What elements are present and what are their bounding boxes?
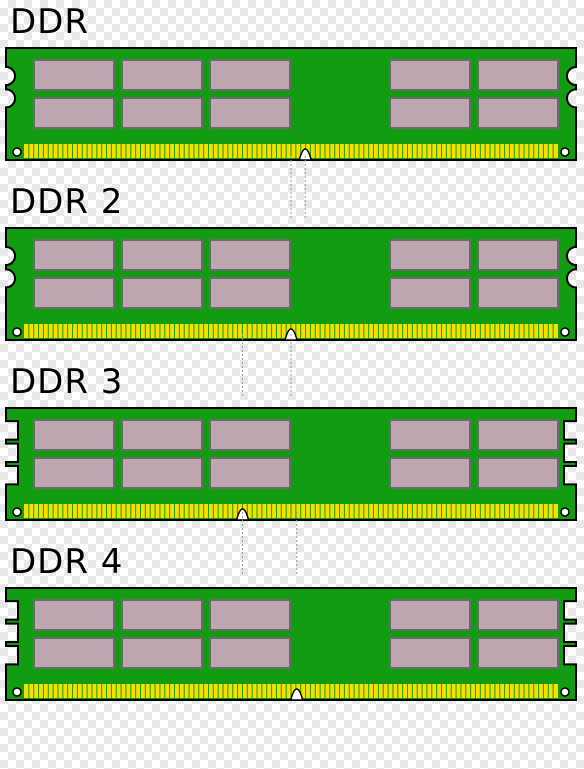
memory-chip xyxy=(34,638,114,668)
memory-chip xyxy=(390,420,470,450)
memory-chip xyxy=(478,98,558,128)
mounting-hole xyxy=(13,328,21,336)
memory-chip xyxy=(122,600,202,630)
ram-module-ddr: DDR xyxy=(4,2,580,162)
mounting-hole xyxy=(13,688,21,696)
memory-chip xyxy=(478,60,558,90)
mounting-hole xyxy=(561,688,569,696)
memory-chip xyxy=(34,600,114,630)
memory-chip xyxy=(390,638,470,668)
memory-chip xyxy=(210,278,290,308)
memory-chip xyxy=(390,240,470,270)
memory-chip xyxy=(210,420,290,450)
memory-chip xyxy=(210,458,290,488)
memory-chip xyxy=(390,600,470,630)
diagram-container: DDR DDR 2 DDR 3 DDR 4 xyxy=(0,0,584,702)
memory-chip xyxy=(390,98,470,128)
module-label: DDR xyxy=(10,2,580,42)
memory-chip xyxy=(210,638,290,668)
memory-chip xyxy=(122,278,202,308)
mounting-hole xyxy=(13,508,21,516)
mounting-hole xyxy=(561,508,569,516)
memory-chip xyxy=(122,60,202,90)
memory-chip xyxy=(34,60,114,90)
memory-chip xyxy=(478,458,558,488)
memory-chip xyxy=(478,278,558,308)
ram-module-ddr3: DDR 3 xyxy=(4,362,580,522)
ram-svg xyxy=(4,46,578,162)
memory-chip xyxy=(34,458,114,488)
memory-chip xyxy=(122,638,202,668)
ram-svg xyxy=(4,226,578,342)
memory-chip xyxy=(34,278,114,308)
memory-chip xyxy=(122,458,202,488)
ram-module-ddr2: DDR 2 xyxy=(4,182,580,342)
mounting-hole xyxy=(13,148,21,156)
mounting-hole xyxy=(561,328,569,336)
memory-chip xyxy=(390,60,470,90)
mounting-hole xyxy=(561,148,569,156)
module-label: DDR 2 xyxy=(10,182,580,222)
module-label: DDR 4 xyxy=(10,542,580,582)
memory-chip xyxy=(122,420,202,450)
ram-svg xyxy=(4,586,578,702)
module-label: DDR 3 xyxy=(10,362,580,402)
memory-chip xyxy=(122,98,202,128)
ram-module-ddr4: DDR 4 xyxy=(4,542,580,702)
ram-svg xyxy=(4,406,578,522)
memory-chip xyxy=(34,420,114,450)
memory-chip xyxy=(34,98,114,128)
memory-chip xyxy=(478,240,558,270)
memory-chip xyxy=(478,420,558,450)
memory-chip xyxy=(122,240,202,270)
memory-chip xyxy=(390,458,470,488)
memory-chip xyxy=(210,600,290,630)
memory-chip xyxy=(210,240,290,270)
memory-chip xyxy=(390,278,470,308)
memory-chip xyxy=(210,60,290,90)
memory-chip xyxy=(478,600,558,630)
memory-chip xyxy=(34,240,114,270)
memory-chip xyxy=(478,638,558,668)
memory-chip xyxy=(210,98,290,128)
